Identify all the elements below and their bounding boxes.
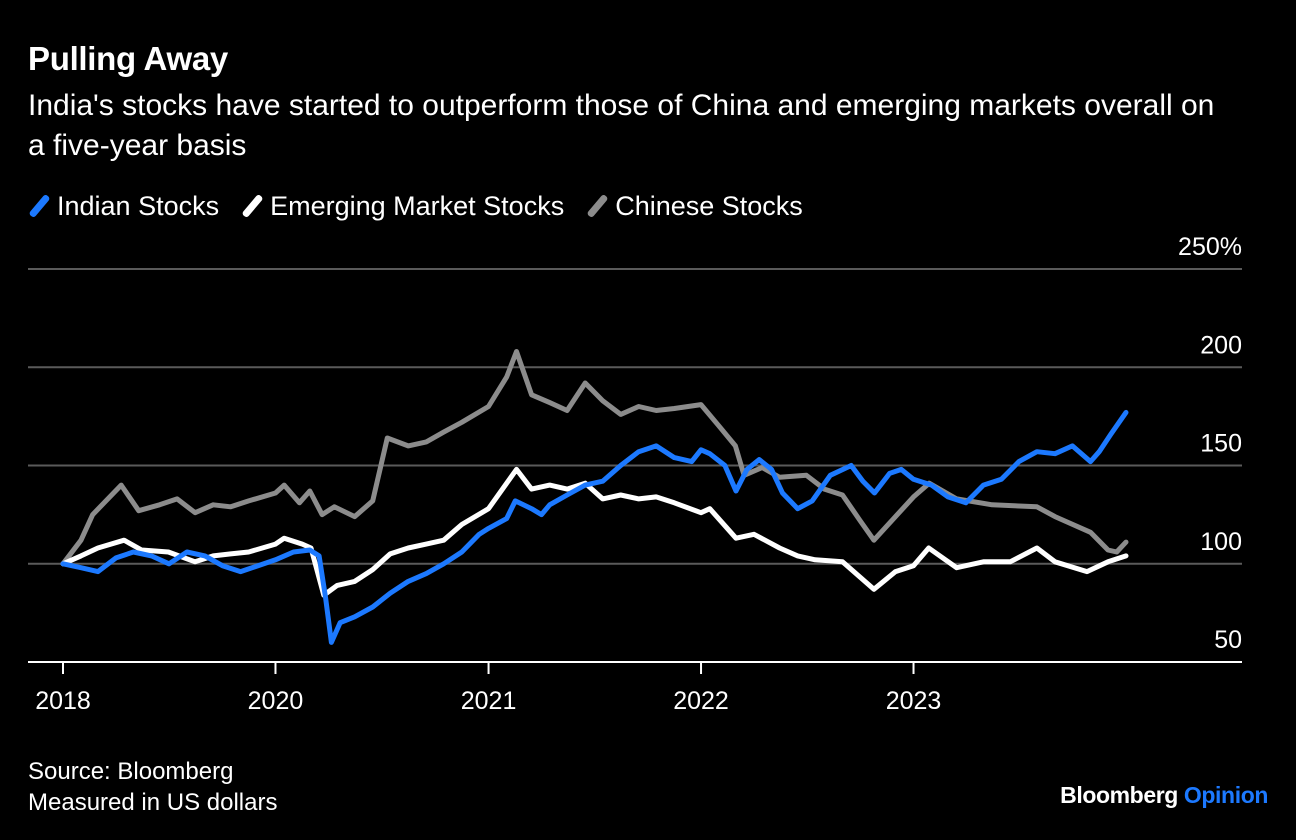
chart-footer: Source: Bloomberg Measured in US dollars [28, 756, 277, 818]
series-line-emerging-market-stocks [60, 466, 1129, 598]
units-note: Measured in US dollars [28, 789, 278, 816]
series-line-chinese-stocks [60, 349, 1129, 567]
chart-legend: Indian Stocks Emerging Market Stocks Chi… [28, 188, 825, 224]
x-tick-label-2022: 2022 [673, 687, 729, 715]
series-lines [60, 349, 1129, 645]
y-tick-label-250: 250% [1178, 233, 1242, 261]
y-tick-label-50: 50 [1214, 626, 1242, 654]
x-tick-label-2020: 2020 [248, 687, 304, 715]
chart-subtitle: India's stocks have started to outperfor… [28, 89, 1215, 162]
legend-item-emerging-market-stocks: Emerging Market Stocks [241, 191, 564, 222]
legend-item-chinese-stocks: Chinese Stocks [586, 191, 803, 222]
brand-suffix: Opinion [1183, 782, 1268, 808]
legend-label-emerging-market-stocks: Emerging Market Stocks [270, 190, 565, 221]
source-note: Source: Bloomberg [28, 758, 234, 785]
x-tick-label-2018: 2018 [35, 687, 91, 715]
chart-title: Pulling Away [28, 40, 228, 77]
gridlines [28, 268, 1242, 565]
legend-item-indian-stocks: Indian Stocks [28, 191, 219, 222]
brand-name: Bloomberg [1060, 782, 1178, 808]
y-tick-label-150: 150 [1200, 430, 1242, 458]
axes: 50 100 150 200 250% 2018 2020 2021 2022 2023 [28, 233, 1242, 715]
brand-logo: Bloomberg Opinion [1060, 782, 1268, 809]
series-line-indian-stocks [60, 409, 1129, 645]
x-tick-label-2023: 2023 [886, 687, 942, 715]
legend-label-chinese-stocks: Chinese Stocks [615, 190, 803, 221]
y-tick-label-200: 200 [1200, 331, 1242, 359]
x-tick-label-2021: 2021 [461, 687, 517, 715]
legend-label-indian-stocks: Indian Stocks [57, 190, 220, 221]
y-tick-label-100: 100 [1200, 528, 1242, 556]
